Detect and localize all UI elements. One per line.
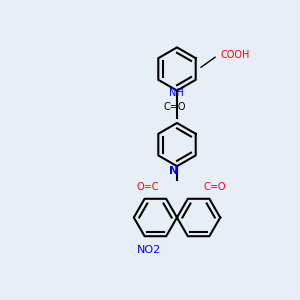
Text: NO2: NO2 bbox=[136, 244, 161, 255]
Text: NH: NH bbox=[169, 88, 184, 98]
Text: N: N bbox=[169, 166, 178, 176]
Text: COOH: COOH bbox=[220, 50, 250, 61]
Text: C=O: C=O bbox=[164, 101, 186, 112]
Text: O=C: O=C bbox=[136, 182, 159, 193]
Text: C=O: C=O bbox=[204, 182, 226, 193]
